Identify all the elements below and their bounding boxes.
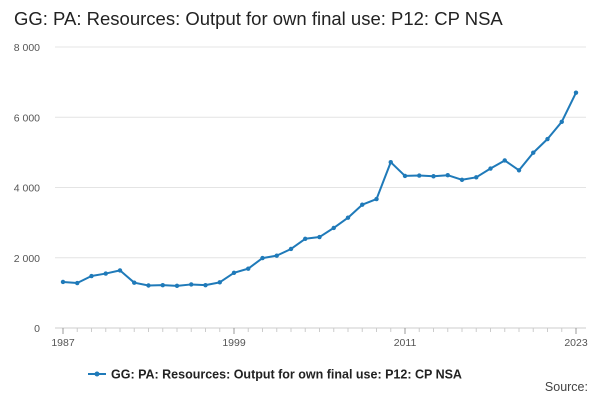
data-point[interactable]: [117, 268, 123, 273]
data-point[interactable]: [174, 283, 180, 289]
legend-entry-label[interactable]: GG: PA: Resources: Output for own final …: [111, 368, 462, 382]
y-tick-label: 4 000: [14, 183, 40, 195]
y-tick-label: 0: [34, 323, 40, 335]
data-point[interactable]: [260, 255, 265, 261]
data-point[interactable]: [402, 173, 408, 179]
data-point[interactable]: [160, 282, 165, 288]
legend-marker: [94, 371, 100, 377]
chart-title: GG: PA: Resources: Output for own final …: [14, 8, 503, 29]
data-point[interactable]: [75, 280, 80, 286]
data-point[interactable]: [303, 236, 308, 241]
data-point[interactable]: [231, 270, 237, 276]
data-point[interactable]: [274, 253, 279, 258]
x-axis-tick-labels: 1987 1999 2011 2023: [51, 328, 588, 349]
y-axis-tick-labels: 0 2 000 4 000 6 000 8 000: [14, 42, 40, 335]
data-point[interactable]: [146, 283, 151, 288]
y-tick-label: 6 000: [14, 112, 40, 124]
data-point[interactable]: [345, 215, 351, 220]
data-point[interactable]: [203, 282, 208, 288]
data-point[interactable]: [474, 175, 479, 180]
x-axis: [55, 327, 586, 332]
data-point[interactable]: [89, 273, 94, 279]
data-point[interactable]: [445, 173, 450, 178]
data-point[interactable]: [288, 246, 294, 252]
data-point[interactable]: [545, 136, 550, 142]
x-tick-label: 1987: [51, 337, 75, 349]
y-tick-label: 2 000: [14, 253, 40, 265]
data-point[interactable]: [488, 166, 493, 171]
data-point[interactable]: [431, 174, 436, 179]
data-point[interactable]: [189, 282, 194, 287]
data-point[interactable]: [360, 202, 365, 207]
data-point[interactable]: [502, 158, 507, 163]
data-point[interactable]: [246, 266, 251, 271]
legend[interactable]: GG: PA: Resources: Output for own final …: [88, 368, 462, 382]
data-point[interactable]: [132, 280, 137, 285]
series-group: [60, 90, 579, 289]
x-tick-label: 2011: [394, 337, 417, 349]
data-point[interactable]: [331, 225, 336, 231]
data-point[interactable]: [388, 160, 393, 165]
data-point[interactable]: [417, 173, 422, 178]
data-point[interactable]: [459, 177, 465, 182]
x-tick-label: 1999: [222, 337, 246, 349]
y-tick-label: 8 000: [14, 42, 40, 54]
data-point[interactable]: [531, 150, 536, 155]
series-line: [62, 92, 577, 287]
x-tick-label: 2023: [564, 337, 588, 349]
data-point[interactable]: [60, 279, 66, 285]
data-point[interactable]: [374, 196, 379, 202]
gridlines: [55, 46, 586, 259]
data-point[interactable]: [317, 234, 322, 240]
data-point[interactable]: [103, 271, 108, 276]
data-point[interactable]: [573, 90, 579, 95]
data-point[interactable]: [516, 168, 522, 173]
source-label: Source:: [544, 380, 588, 394]
data-point[interactable]: [217, 280, 222, 285]
data-point[interactable]: [559, 119, 564, 125]
